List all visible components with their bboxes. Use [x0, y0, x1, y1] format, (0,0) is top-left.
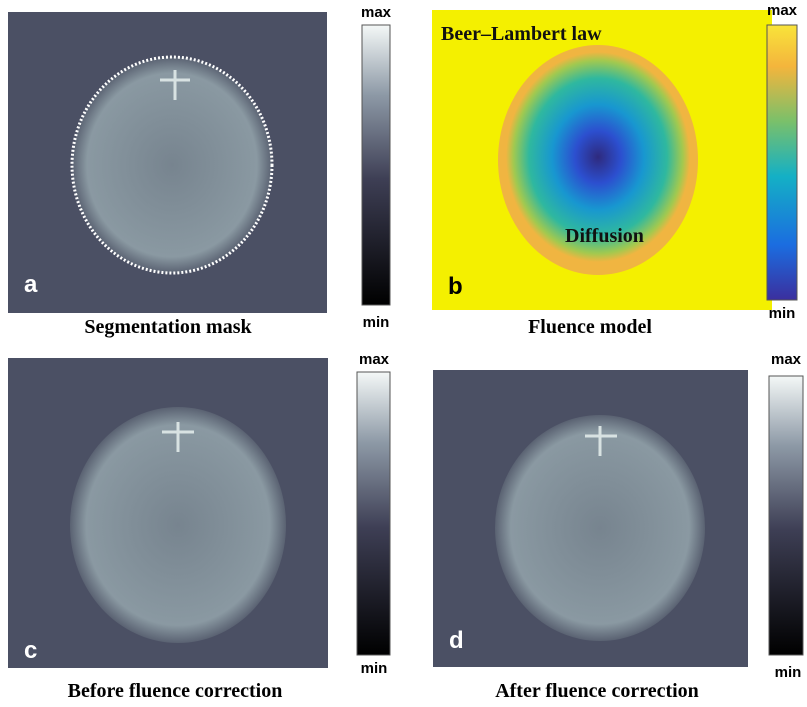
colorbar	[357, 372, 390, 655]
colorbar-max: max	[767, 2, 798, 19]
annotation: Beer–Lambert law	[441, 23, 602, 45]
caption: Fluence model	[528, 316, 652, 338]
colorbar-max: max	[361, 4, 392, 21]
figure: a max min Segmentation mask Beer–Lambert…	[0, 0, 807, 707]
colorbar-max: max	[359, 351, 390, 368]
caption: After fluence correction	[495, 680, 699, 702]
panel-label: c	[24, 637, 37, 664]
colorbar	[362, 25, 390, 305]
colorbar-min: min	[769, 305, 796, 322]
colorbar	[769, 376, 803, 655]
caption: Segmentation mask	[84, 316, 252, 338]
colorbar-min: min	[363, 314, 390, 331]
caption: Before fluence correction	[68, 680, 283, 702]
annotation: Diffusion	[565, 225, 644, 247]
colorbar-min: min	[775, 664, 802, 681]
panel-label: d	[449, 627, 464, 654]
segmentation-contour	[72, 57, 272, 273]
colorbar-min: min	[361, 660, 388, 677]
panel-label: b	[448, 273, 463, 300]
colorbar	[767, 25, 797, 300]
colorbar-max: max	[771, 351, 802, 368]
panel-label: a	[24, 271, 38, 298]
